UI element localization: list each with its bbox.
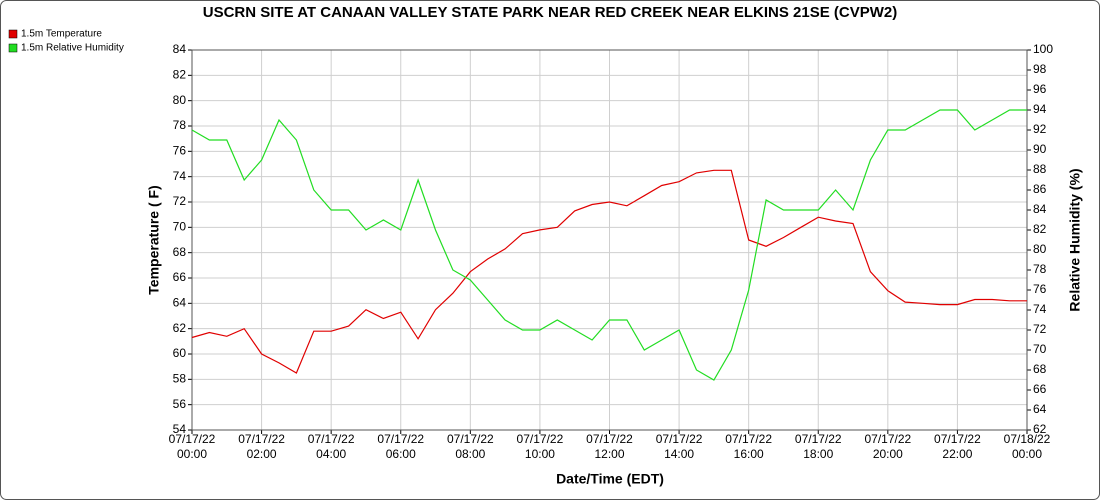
y2-tick-label: 86: [1033, 182, 1047, 196]
x-tick-label: 07/17/22 08:00: [447, 432, 494, 461]
y2-tick-label: 64: [1033, 402, 1047, 416]
x-tick-line: 07/17/22: [586, 432, 633, 446]
y2-tick-label: 76: [1033, 282, 1047, 296]
x-tick-line: 07/18/22: [1004, 432, 1051, 446]
x-tick-line: 12:00: [594, 447, 624, 461]
y-tick-label: 58: [173, 372, 187, 386]
legend-swatch: [8, 29, 18, 39]
x-tick-line: 22:00: [942, 447, 972, 461]
x-tick-label: 07/17/22 10:00: [517, 432, 564, 461]
x-tick-line: 06:00: [386, 447, 416, 461]
y2-tick-label: 78: [1033, 262, 1047, 276]
y-tick-label: 80: [173, 93, 187, 107]
y-tick-label: 54: [173, 422, 187, 436]
x-tick-label: 07/17/22 06:00: [377, 432, 424, 461]
y2-tick-label: 94: [1033, 102, 1047, 116]
x-tick-line: 07/17/22: [447, 432, 494, 446]
y-tick-label: 64: [173, 296, 187, 310]
y2-tick-label: 68: [1033, 362, 1047, 376]
y-axis-label: Temperature ( F): [146, 185, 162, 294]
x-tick-label: 07/17/22 00:00: [169, 432, 216, 461]
y2-tick-label: 96: [1033, 82, 1047, 96]
y2-tick-label: 74: [1033, 302, 1047, 316]
x-tick-line: 02:00: [247, 447, 277, 461]
y-tick-label: 84: [173, 42, 187, 56]
y-tick-label: 70: [173, 220, 187, 234]
y-tick-label: 76: [173, 144, 187, 158]
x-tick-label: 07/17/22 22:00: [934, 432, 981, 461]
plot-border: [191, 49, 1028, 431]
y-tick-label: 60: [173, 346, 187, 360]
x-tick-label: 07/17/22 16:00: [725, 432, 772, 461]
y-tick-label: 66: [173, 270, 187, 284]
legend-label: 1.5m Relative Humidity: [21, 43, 124, 54]
y2-tick-label: 70: [1033, 342, 1047, 356]
x-tick-line: 07/17/22: [377, 432, 424, 446]
x-tick-line: 20:00: [873, 447, 903, 461]
y2-axis-label: Relative Humidity (%): [1067, 168, 1083, 311]
x-tick-line: 07/17/22: [795, 432, 842, 446]
y2-tick-label: 92: [1033, 122, 1047, 136]
y-tick-label: 82: [173, 68, 187, 82]
y2-tick-label: 84: [1033, 202, 1047, 216]
x-tick-line: 07/17/22: [308, 432, 355, 446]
x-tick-label: 07/17/22 12:00: [586, 432, 633, 461]
y2-tick-label: 100: [1033, 42, 1053, 56]
x-tick-line: 18:00: [803, 447, 833, 461]
x-tick-line: 16:00: [734, 447, 764, 461]
x-tick-line: 10:00: [525, 447, 555, 461]
x-axis-label: Date/Time (EDT): [556, 471, 664, 487]
y-tick-label: 56: [173, 397, 187, 411]
y-tick-label: 74: [173, 169, 187, 183]
x-tick-label: 07/17/22 18:00: [795, 432, 842, 461]
legend-swatch: [8, 43, 18, 53]
chart-title: USCRN SITE AT CANAAN VALLEY STATE PARK N…: [203, 4, 898, 21]
x-tick-line: 07/17/22: [169, 432, 216, 446]
y2-tick-label: 82: [1033, 222, 1047, 236]
y-tick-label: 62: [173, 321, 187, 335]
x-tick-line: 07/17/22: [725, 432, 772, 446]
x-tick-line: 07/17/22: [934, 432, 981, 446]
x-tick-line: 00:00: [177, 447, 207, 461]
x-tick-label: 07/18/22 00:00: [1004, 432, 1051, 461]
x-tick-line: 00:00: [1012, 447, 1042, 461]
y-tick-label: 78: [173, 118, 187, 132]
x-tick-line: 04:00: [316, 447, 346, 461]
x-tick-line: 07/17/22: [656, 432, 703, 446]
x-tick-line: 07/17/22: [517, 432, 564, 446]
y2-tick-label: 98: [1033, 62, 1047, 76]
y2-tick-label: 72: [1033, 322, 1047, 336]
x-tick-line: 07/17/22: [238, 432, 285, 446]
x-tick-line: 08:00: [455, 447, 485, 461]
x-tick-line: 14:00: [664, 447, 694, 461]
y-tick-label: 68: [173, 245, 187, 259]
legend-label: 1.5m Temperature: [21, 29, 102, 40]
series-line: [191, 169, 1027, 374]
x-tick-line: 07/17/22: [864, 432, 911, 446]
x-tick-label: 07/17/22 14:00: [656, 432, 703, 461]
y2-tick-label: 90: [1033, 142, 1047, 156]
series-line: [191, 109, 1027, 381]
y-tick-label: 72: [173, 194, 187, 208]
y2-tick-label: 88: [1033, 162, 1047, 176]
x-tick-label: 07/17/22 02:00: [238, 432, 285, 461]
y2-tick-label: 80: [1033, 242, 1047, 256]
y2-tick-label: 62: [1033, 422, 1047, 436]
x-tick-label: 07/17/22 20:00: [864, 432, 911, 461]
x-tick-label: 07/17/22 04:00: [308, 432, 355, 461]
y2-tick-label: 66: [1033, 382, 1047, 396]
